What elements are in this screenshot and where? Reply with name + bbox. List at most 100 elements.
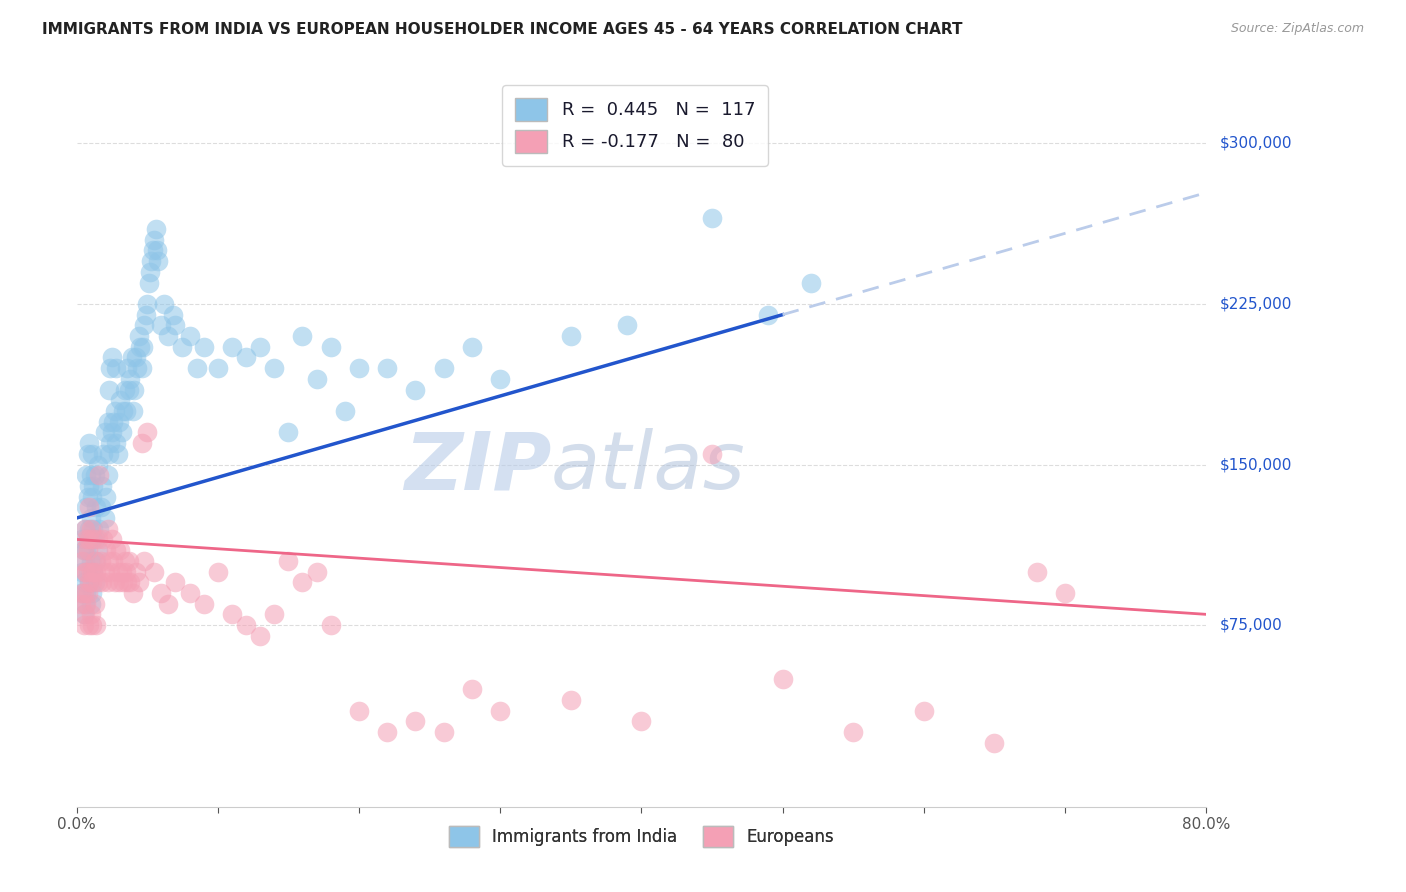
Point [249,340,271,354]
Point [221,340,243,354]
Point [758,308,780,322]
Point [305,372,328,386]
Point [347,361,370,376]
Point [100,436,122,450]
Point [124,383,146,397]
Point [143,233,166,247]
Point [136,425,159,440]
Point [263,607,285,622]
Point [93,533,115,547]
Point [77,522,100,536]
Legend: Immigrants from India, Europeans: Immigrants from India, Europeans [443,819,841,854]
Point [79,554,101,568]
Point [157,329,180,343]
Point [134,554,156,568]
Point [97,575,120,590]
Point [120,372,142,386]
Point [127,361,149,376]
Point [73,522,96,536]
Point [77,575,100,590]
Point [97,522,120,536]
Point [134,318,156,333]
Point [73,565,96,579]
Point [207,565,229,579]
Point [70,565,93,579]
Point [347,704,370,718]
Point [117,575,139,590]
Point [76,543,98,558]
Point [1053,586,1076,600]
Point [207,361,229,376]
Point [107,447,129,461]
Point [104,575,127,590]
Point [77,533,100,547]
Point [101,533,124,547]
Point [912,704,935,718]
Point [249,629,271,643]
Point [80,533,103,547]
Point [103,415,125,429]
Point [111,425,134,440]
Point [145,222,167,236]
Point [77,436,100,450]
Point [105,361,128,376]
Point [77,618,100,632]
Point [125,351,148,365]
Text: $75,000: $75,000 [1220,617,1282,632]
Point [72,543,94,558]
Point [69,597,91,611]
Point [73,597,96,611]
Point [72,618,94,632]
Point [84,597,107,611]
Point [630,714,652,729]
Point [433,725,456,739]
Point [404,383,426,397]
Point [90,500,112,515]
Point [235,618,257,632]
Point [98,447,121,461]
Point [461,682,484,697]
Point [80,575,103,590]
Point [77,575,100,590]
Point [96,543,118,558]
Point [375,361,398,376]
Point [86,565,108,579]
Point [146,244,169,258]
Point [101,425,124,440]
Text: $150,000: $150,000 [1220,457,1292,472]
Point [77,479,100,493]
Text: Source: ZipAtlas.com: Source: ZipAtlas.com [1230,22,1364,36]
Point [69,586,91,600]
Point [375,725,398,739]
Point [221,607,243,622]
Point [75,565,97,579]
Text: $225,000: $225,000 [1220,296,1292,311]
Point [83,479,105,493]
Point [114,383,136,397]
Point [118,383,141,397]
Point [75,543,97,558]
Point [128,329,150,343]
Point [148,254,170,268]
Point [120,575,142,590]
Point [80,447,103,461]
Point [91,575,114,590]
Text: IMMIGRANTS FROM INDIA VS EUROPEAN HOUSEHOLDER INCOME AGES 45 - 64 YEARS CORRELAT: IMMIGRANTS FROM INDIA VS EUROPEAN HOUSEH… [42,22,963,37]
Point [84,575,107,590]
Point [108,415,131,429]
Point [179,329,201,343]
Point [305,565,328,579]
Point [87,533,110,547]
Point [80,618,103,632]
Point [150,586,173,600]
Point [157,597,180,611]
Point [333,404,356,418]
Point [87,575,110,590]
Point [73,554,96,568]
Point [75,500,97,515]
Point [172,340,194,354]
Point [87,458,110,472]
Point [162,308,184,322]
Point [433,361,456,376]
Point [136,297,159,311]
